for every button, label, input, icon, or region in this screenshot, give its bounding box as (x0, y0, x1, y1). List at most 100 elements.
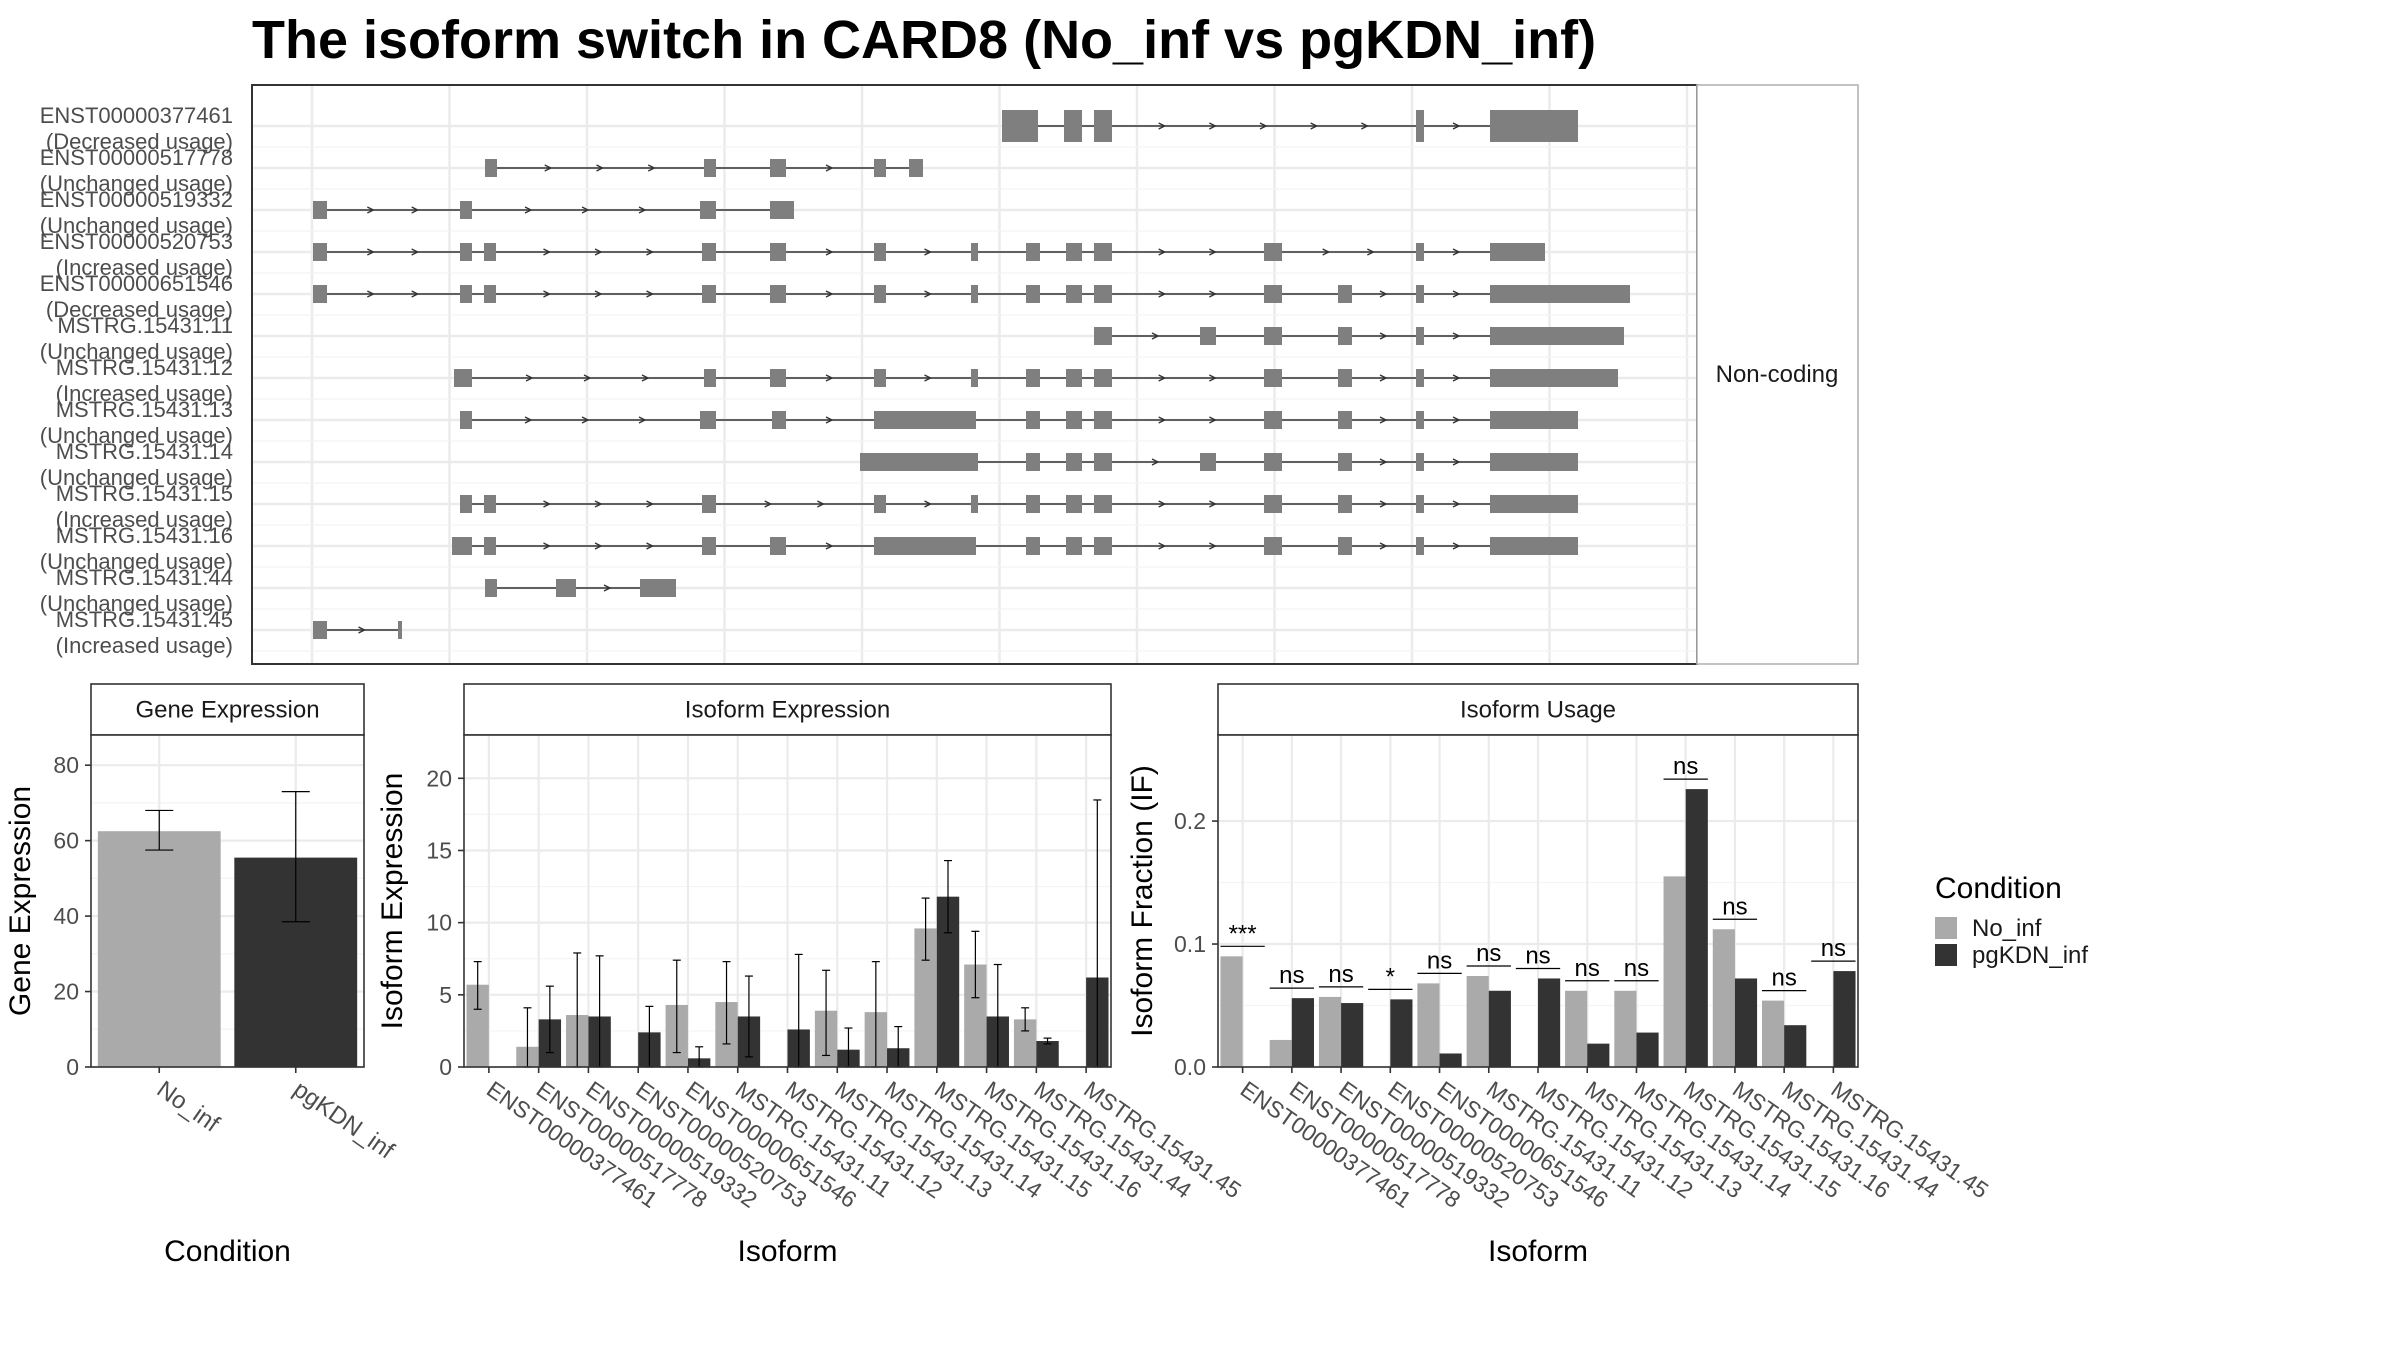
strand-arrow (825, 248, 834, 256)
strand-arrow (1452, 248, 1461, 256)
exon-block (971, 369, 978, 387)
bar (914, 928, 937, 1067)
x-axis-title: Condition (164, 1235, 291, 1268)
bar (1587, 1043, 1610, 1067)
exon-block (460, 201, 472, 219)
bar (1269, 1039, 1292, 1067)
bar (1762, 1000, 1785, 1067)
exon-block (1066, 537, 1082, 555)
exon-block (1264, 495, 1282, 513)
exon-block (640, 579, 676, 597)
exon-block (770, 243, 786, 261)
isoform-track (460, 411, 1578, 429)
strand-arrow (1158, 500, 1167, 508)
exon-block (702, 285, 716, 303)
y-tick-label: 0.1 (1174, 931, 1206, 957)
strand-arrow (1379, 290, 1388, 298)
strand-arrow (646, 542, 655, 550)
isoform-usage-panel: Isoform Usage0.00.10.2***ENST00000377461… (1126, 683, 1993, 1268)
strand-arrow (1158, 416, 1167, 424)
strand-arrow (525, 374, 534, 382)
panel-border (1217, 734, 1859, 1068)
significance-label: * (1386, 963, 1395, 990)
strand-arrow (594, 500, 603, 508)
exon-block (1264, 243, 1282, 261)
strand-arrow (1151, 458, 1160, 466)
significance-label: ns (1821, 935, 1846, 962)
exon-block (700, 201, 716, 219)
significance-label: ns (1722, 893, 1747, 920)
strand-arrow (1158, 374, 1167, 382)
exon-block (484, 243, 496, 261)
strand-arrow (924, 248, 933, 256)
exon-block (1200, 453, 1216, 471)
isoform-usage-label: (Unchanged usage) (40, 549, 233, 574)
exon-block (1490, 285, 1630, 303)
x-axis-title: Isoform (737, 1235, 837, 1268)
exon-block (1002, 110, 1038, 142)
isoform-usage-label: (Increased usage) (56, 633, 233, 658)
exon-block (313, 621, 327, 639)
strand-arrow (764, 500, 773, 508)
strand-arrow (1209, 122, 1217, 130)
strand-arrow (524, 206, 533, 214)
exon-block (1264, 285, 1282, 303)
strand-arrow (825, 290, 834, 298)
exon-block (1094, 243, 1112, 261)
strand-arrow (367, 206, 375, 214)
isoform-usage-label: (Increased usage) (56, 507, 233, 532)
bar (1417, 983, 1440, 1067)
y-axis-title: Isoform Fraction (IF) (1126, 765, 1159, 1037)
exon-block (971, 243, 978, 261)
exon-block (1026, 369, 1040, 387)
exon-block (313, 285, 327, 303)
exon-block (398, 621, 402, 639)
exon-block (1416, 285, 1424, 303)
isoform-track (1002, 110, 1578, 142)
exon-block (460, 285, 472, 303)
exon-block (1264, 327, 1282, 345)
exon-block (484, 285, 496, 303)
exon-block (1338, 327, 1352, 345)
exon-block (874, 159, 886, 177)
bar (1663, 876, 1686, 1067)
strand-arrow (543, 500, 552, 508)
strand-arrow (583, 374, 592, 382)
strand-arrow (1158, 122, 1167, 130)
exon-block (1200, 327, 1216, 345)
strand-arrow (524, 416, 533, 424)
exon-block (1066, 243, 1082, 261)
significance-label: ns (1771, 965, 1796, 992)
strand-arrow (411, 290, 420, 298)
strand-arrow (358, 626, 367, 634)
strand-arrow (543, 542, 552, 550)
strand-arrow (638, 416, 647, 424)
strand-arrow (647, 164, 656, 172)
legend-title: Condition (1935, 872, 2062, 905)
exon-block (313, 201, 327, 219)
strand-arrow (1379, 458, 1388, 466)
strand-arrow (543, 248, 552, 256)
exon-block (460, 243, 472, 261)
panel-strip-label: Isoform Usage (1460, 697, 1616, 724)
y-tick-label: 80 (53, 752, 79, 778)
strand-arrow (367, 248, 375, 256)
strand-arrow (1452, 122, 1461, 130)
significance-label: ns (1673, 753, 1698, 780)
strand-arrow (924, 374, 933, 382)
isoform-id-label: MSTRG.15431.13 (56, 397, 233, 422)
exon-block (704, 369, 716, 387)
strand-arrow (594, 542, 603, 550)
bar (1614, 990, 1637, 1067)
exon-block (1094, 453, 1112, 471)
strand-arrow (1452, 458, 1461, 466)
strand-arrow (1322, 248, 1331, 256)
strand-arrow (543, 290, 552, 298)
significance-label: ns (1328, 961, 1353, 988)
strand-arrow (924, 500, 933, 508)
y-tick-label: 40 (53, 903, 79, 929)
isoform-track (313, 621, 402, 639)
bar (1685, 789, 1708, 1067)
exon-block (860, 453, 978, 471)
strand-arrow (544, 164, 553, 172)
